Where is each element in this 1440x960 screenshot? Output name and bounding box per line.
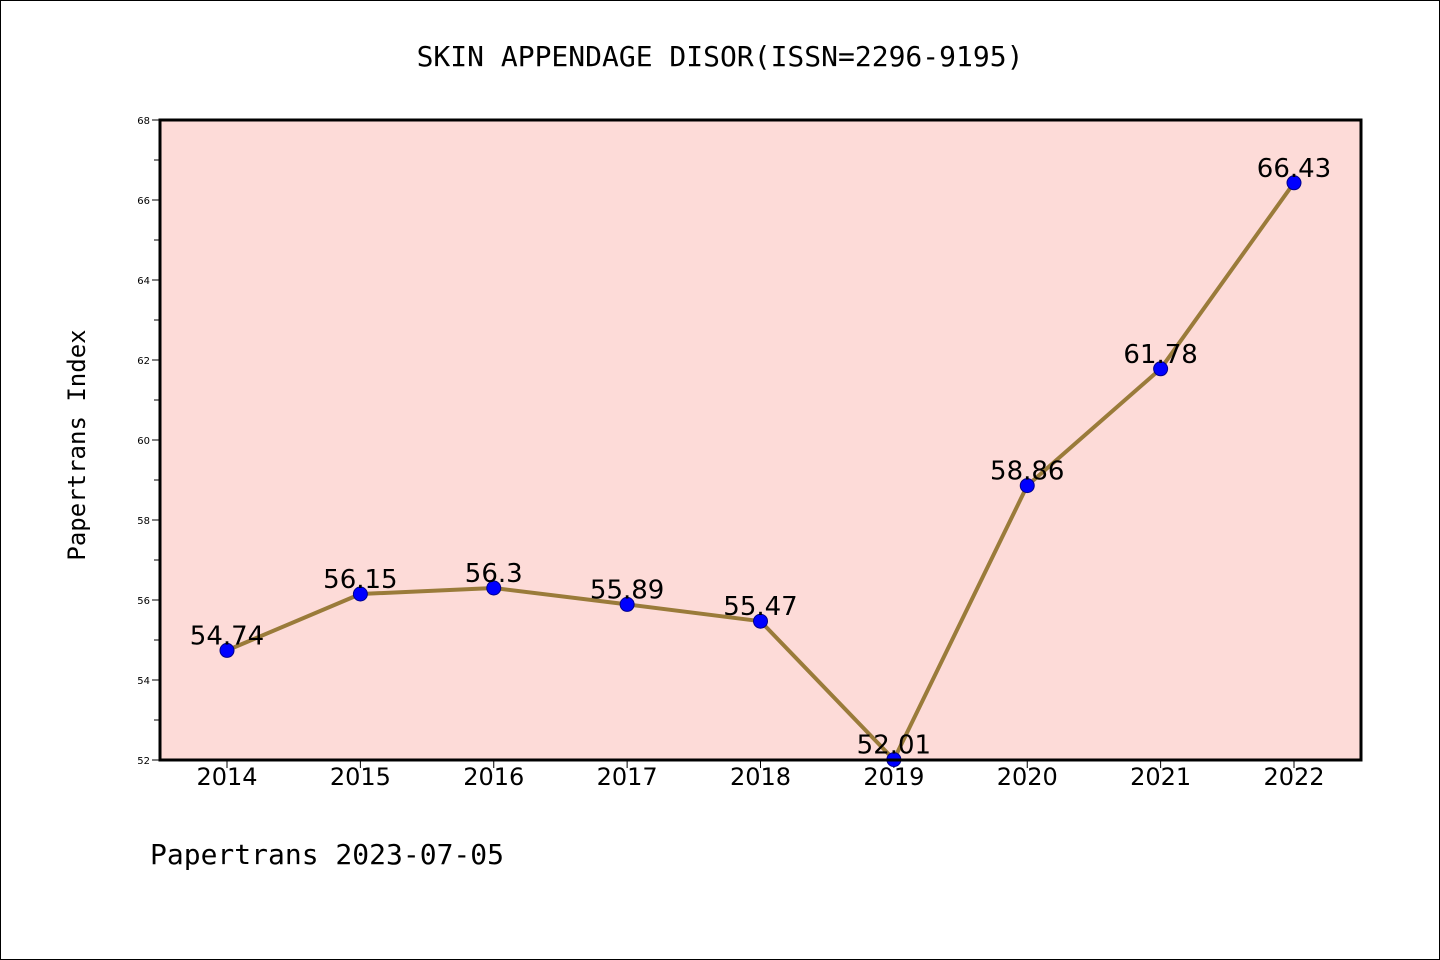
- y-tick-label: 62: [137, 356, 150, 367]
- x-tick-label: 2021: [1130, 763, 1191, 791]
- x-axis: 2014 2015 2016 2017 2018 2019 2020 2021 2022: [196, 760, 1325, 791]
- y-axis-label: Papertrans Index: [63, 329, 91, 560]
- data-label: 66.43: [1257, 154, 1331, 184]
- footer-text: Papertrans 2023-07-05: [150, 838, 504, 871]
- y-tick-label: 52: [137, 756, 150, 767]
- data-labels: 54.74 56.15 56.3 55.89 55.47 52.01 58.86 61.78 6…: [190, 154, 1331, 761]
- chart-title: SKIN APPENDAGE DISOR(ISSN=2296-9195): [417, 40, 1024, 73]
- series-markers: [219, 175, 1302, 768]
- x-tick-label: 2019: [863, 763, 924, 791]
- data-label: 55.47: [723, 592, 797, 622]
- data-point: [619, 596, 635, 612]
- data-label: 58.86: [990, 457, 1064, 487]
- data-point: [219, 642, 235, 658]
- plot-frame: [158, 118, 1363, 762]
- y-tick-label: 60: [137, 436, 150, 447]
- x-tick-label: 2022: [1263, 763, 1324, 791]
- data-label: 56.3: [465, 559, 523, 589]
- data-point: [352, 586, 368, 602]
- data-point: [1286, 175, 1302, 191]
- y-axis: 52 54 56 58 60 62 64 66 68: [137, 116, 160, 767]
- y-tick-label: 66: [137, 196, 150, 207]
- x-tick-label: 2014: [196, 763, 257, 791]
- x-tick-label: 2017: [597, 763, 658, 791]
- x-tick-label: 2016: [463, 763, 524, 791]
- y-tick-label: 68: [137, 116, 150, 127]
- y-tick-label: 54: [137, 676, 150, 687]
- data-point: [753, 613, 768, 629]
- data-point: [1153, 361, 1169, 377]
- data-label: 52.01: [857, 731, 931, 761]
- data-label: 55.89: [590, 575, 664, 605]
- x-tick-label: 2020: [997, 763, 1058, 791]
- y-tick-label: 56: [137, 596, 150, 607]
- data-point: [1019, 478, 1035, 494]
- data-point: [486, 580, 502, 596]
- y-tick-label: 58: [137, 516, 150, 527]
- data-label: 54.74: [190, 621, 264, 651]
- data-label: 56.15: [323, 565, 397, 595]
- plot-area: [160, 120, 1361, 760]
- y-tick-label: 64: [137, 276, 150, 287]
- x-tick-label: 2018: [730, 763, 791, 791]
- data-label: 61.78: [1123, 340, 1197, 370]
- x-tick-label: 2015: [330, 763, 391, 791]
